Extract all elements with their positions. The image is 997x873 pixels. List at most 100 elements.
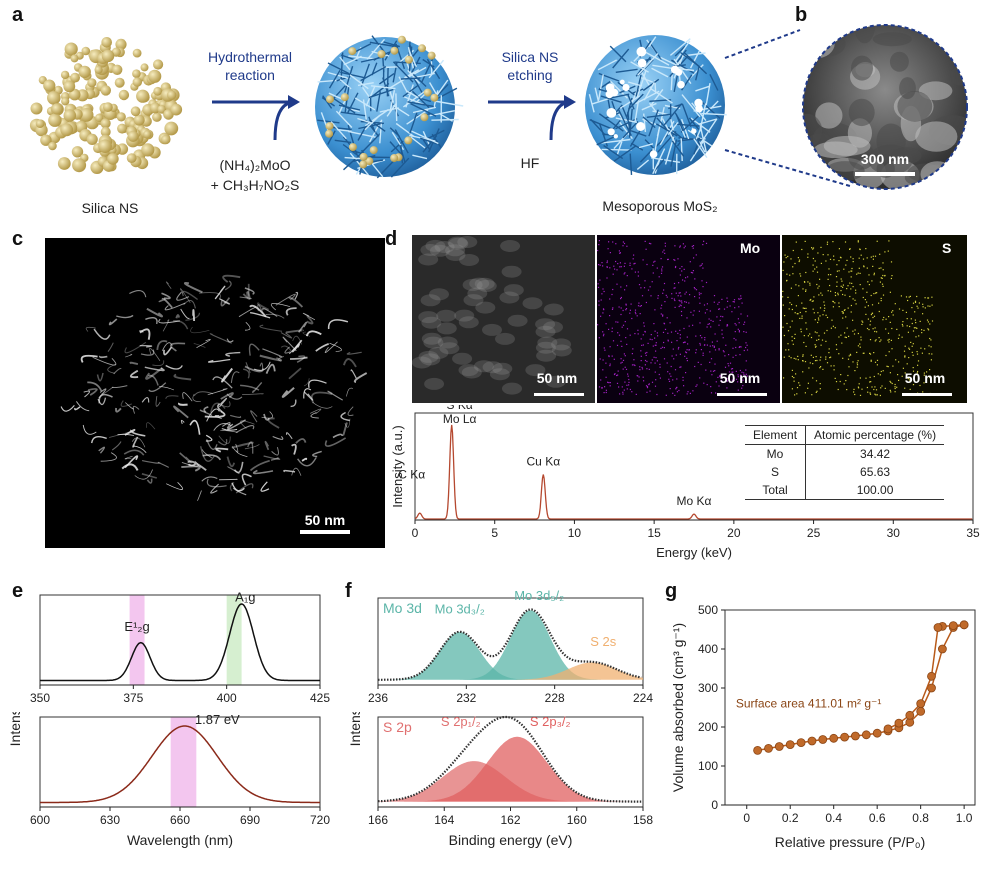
element-dot bbox=[835, 276, 838, 278]
element-dot bbox=[650, 334, 652, 336]
element-dot bbox=[602, 369, 604, 371]
raman-annotation: A₁g bbox=[235, 590, 255, 604]
silica-bead bbox=[170, 103, 183, 116]
element-dot bbox=[643, 380, 645, 382]
element-dot bbox=[848, 271, 850, 273]
element-dot bbox=[702, 354, 704, 356]
bet-data-point bbox=[840, 732, 850, 742]
element-dot bbox=[843, 383, 845, 385]
element-dot bbox=[640, 360, 642, 362]
element-dot bbox=[842, 286, 844, 288]
silica-bead bbox=[63, 109, 77, 122]
xps-mo-x-tick-label: 228 bbox=[545, 691, 565, 705]
element-dot bbox=[789, 326, 791, 328]
element-dot bbox=[649, 390, 651, 392]
silica-bead bbox=[98, 139, 112, 153]
nanosheet-fiber bbox=[83, 390, 91, 398]
nanosheet-fiber bbox=[291, 443, 297, 455]
element-dot bbox=[732, 301, 734, 303]
element-dot bbox=[822, 314, 824, 316]
bet-data-point bbox=[894, 718, 904, 728]
panel-b-sem-image bbox=[802, 24, 968, 190]
element-dot bbox=[670, 365, 672, 368]
nanosheet-fiber bbox=[340, 411, 350, 422]
element-dot bbox=[860, 336, 862, 338]
haadf-blob bbox=[482, 323, 502, 336]
element-dot bbox=[794, 262, 796, 265]
element-dot bbox=[686, 317, 688, 319]
element-dot bbox=[722, 316, 724, 318]
element-dot bbox=[923, 382, 925, 384]
sem-particle bbox=[915, 121, 958, 152]
silica-bead bbox=[116, 112, 126, 122]
nanosheet-fiber bbox=[165, 364, 183, 370]
element-dot bbox=[832, 241, 834, 243]
element-dot bbox=[818, 285, 820, 287]
element-dot bbox=[862, 296, 864, 299]
element-dot bbox=[874, 327, 876, 329]
element-dot bbox=[878, 267, 880, 269]
element-dot bbox=[931, 320, 934, 322]
element-dot bbox=[816, 266, 818, 268]
element-dot bbox=[848, 366, 850, 368]
nanosheet-fiber bbox=[98, 388, 107, 399]
element-dot bbox=[608, 355, 610, 357]
petal bbox=[695, 126, 703, 140]
panel-c-tem-image bbox=[45, 238, 385, 548]
element-dot bbox=[738, 298, 740, 300]
element-dot bbox=[617, 374, 619, 376]
element-dot bbox=[805, 311, 807, 313]
element-dot bbox=[826, 316, 829, 319]
silica-bead bbox=[118, 89, 130, 101]
element-dot bbox=[640, 355, 642, 357]
nanosheet-fiber bbox=[179, 452, 192, 464]
element-dot bbox=[648, 384, 650, 386]
haadf-blob bbox=[503, 284, 524, 297]
pore bbox=[636, 46, 647, 57]
element-dot bbox=[885, 318, 887, 320]
element-dot bbox=[809, 282, 811, 284]
element-dot bbox=[844, 241, 847, 243]
element-dot bbox=[804, 361, 807, 363]
element-dot bbox=[606, 277, 608, 279]
element-dot bbox=[897, 374, 899, 376]
element-dot bbox=[862, 321, 864, 323]
nanosheet-fiber bbox=[205, 434, 213, 442]
element-dot bbox=[876, 331, 878, 333]
petal bbox=[641, 102, 657, 111]
element-dot bbox=[666, 362, 668, 364]
nanosheet-fiber bbox=[209, 333, 232, 344]
element-dot bbox=[681, 300, 683, 302]
nanosheet-fiber bbox=[288, 367, 302, 380]
element-dot bbox=[661, 266, 664, 268]
petal bbox=[629, 129, 647, 137]
element-dot bbox=[662, 314, 664, 316]
element-dot bbox=[718, 301, 720, 303]
nanosheet-fiber bbox=[230, 414, 242, 419]
element-dot bbox=[783, 261, 785, 263]
element-dot bbox=[675, 388, 677, 390]
element-dot bbox=[733, 299, 736, 301]
nanosheet-fiber bbox=[111, 441, 122, 451]
element-dot bbox=[861, 388, 863, 390]
nanosheet-fiber bbox=[131, 437, 146, 448]
element-dot bbox=[692, 314, 694, 316]
bet-data-point bbox=[916, 707, 926, 716]
element-dot bbox=[884, 251, 886, 253]
element-dot bbox=[698, 310, 700, 312]
petal bbox=[645, 51, 670, 66]
petal bbox=[600, 95, 622, 103]
silica-caption: Silica NS bbox=[81, 200, 139, 216]
nanosheet-fiber bbox=[101, 386, 114, 395]
silica-bead bbox=[153, 86, 163, 96]
silica-bead bbox=[115, 38, 127, 51]
bet-x-tick-label: 0.8 bbox=[912, 811, 929, 825]
nanosheet-fiber bbox=[181, 465, 201, 472]
element-dot bbox=[820, 262, 822, 264]
petal bbox=[642, 78, 660, 92]
element-dot bbox=[641, 368, 644, 370]
pore bbox=[606, 108, 617, 118]
element-dot bbox=[842, 284, 844, 286]
petal bbox=[327, 71, 351, 80]
